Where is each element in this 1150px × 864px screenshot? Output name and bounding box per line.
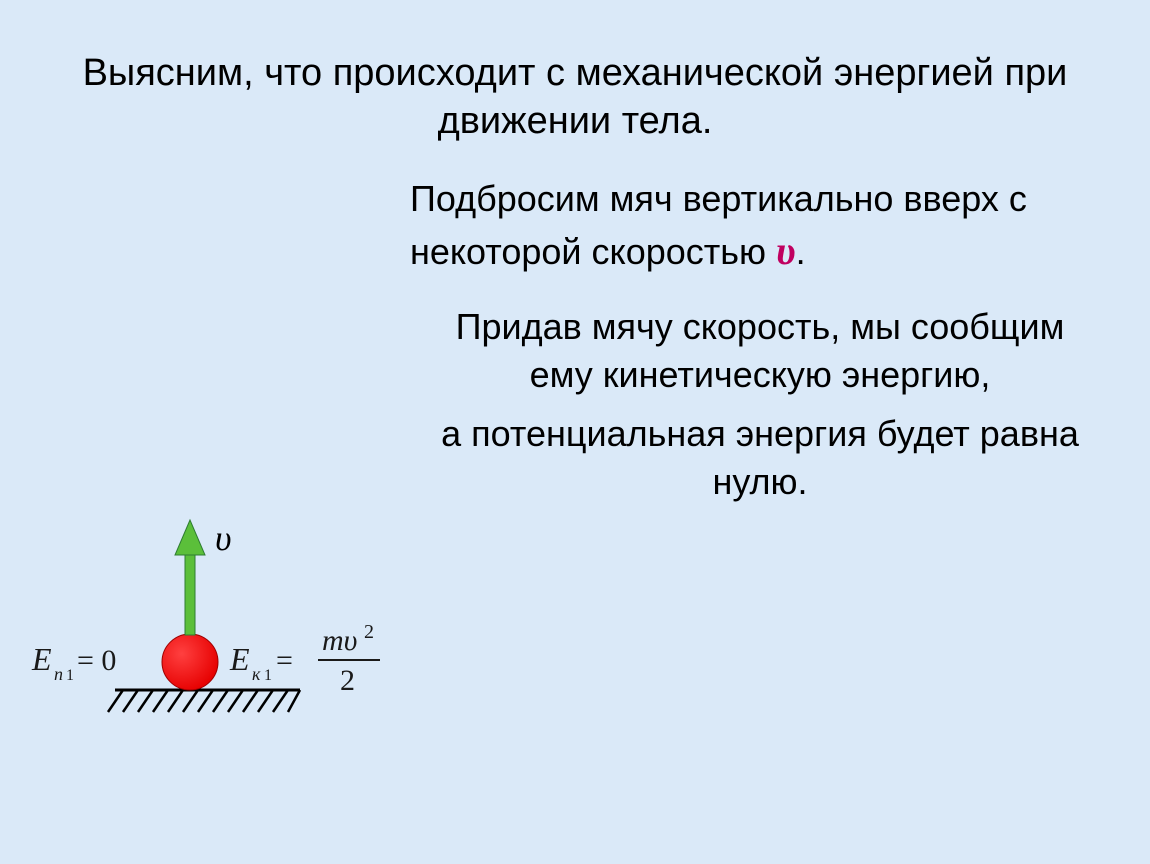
paragraph-2: Придав мячу скорость, мы сообщим ему кин…: [430, 303, 1090, 400]
velocity-arrow-icon: [175, 520, 205, 635]
svg-text:= 0: = 0: [77, 644, 116, 677]
svg-text:E: E: [229, 641, 250, 677]
paragraph-1: Подбросим мяч вертикально вверх с некото…: [410, 175, 1090, 278]
paragraph-3: а потенциальная энергия будет равна нулю…: [430, 410, 1090, 507]
svg-text:1: 1: [264, 667, 272, 684]
slide-title: Выясним, что происходит с механической э…: [60, 50, 1090, 145]
formula-potential-energy: E п 1 = 0: [31, 641, 116, 684]
svg-text:п: п: [54, 664, 63, 684]
ground-surface: [108, 690, 300, 712]
velocity-symbol-inline: υ: [776, 228, 796, 273]
physics-diagram: υ E п 1 = 0 E к 1 = mυ 2 2: [30, 490, 410, 750]
formula-kinetic-energy: E к 1 = mυ 2 2: [229, 621, 380, 697]
p1-text-post: .: [796, 231, 806, 272]
svg-text:2: 2: [364, 621, 374, 643]
svg-text:=: =: [276, 644, 293, 677]
slide-container: Выясним, что происходит с механической э…: [0, 0, 1150, 864]
svg-text:E: E: [31, 641, 52, 677]
diagram-svg: υ E п 1 = 0 E к 1 = mυ 2 2: [30, 490, 410, 750]
svg-text:к: к: [252, 664, 261, 684]
p1-text-pre: Подбросим мяч вертикально вверх с некото…: [410, 178, 1027, 272]
svg-text:mυ: mυ: [322, 624, 357, 657]
svg-text:2: 2: [340, 664, 355, 697]
velocity-label: υ: [215, 518, 232, 558]
ball-icon: [162, 634, 218, 690]
svg-text:1: 1: [66, 667, 74, 684]
